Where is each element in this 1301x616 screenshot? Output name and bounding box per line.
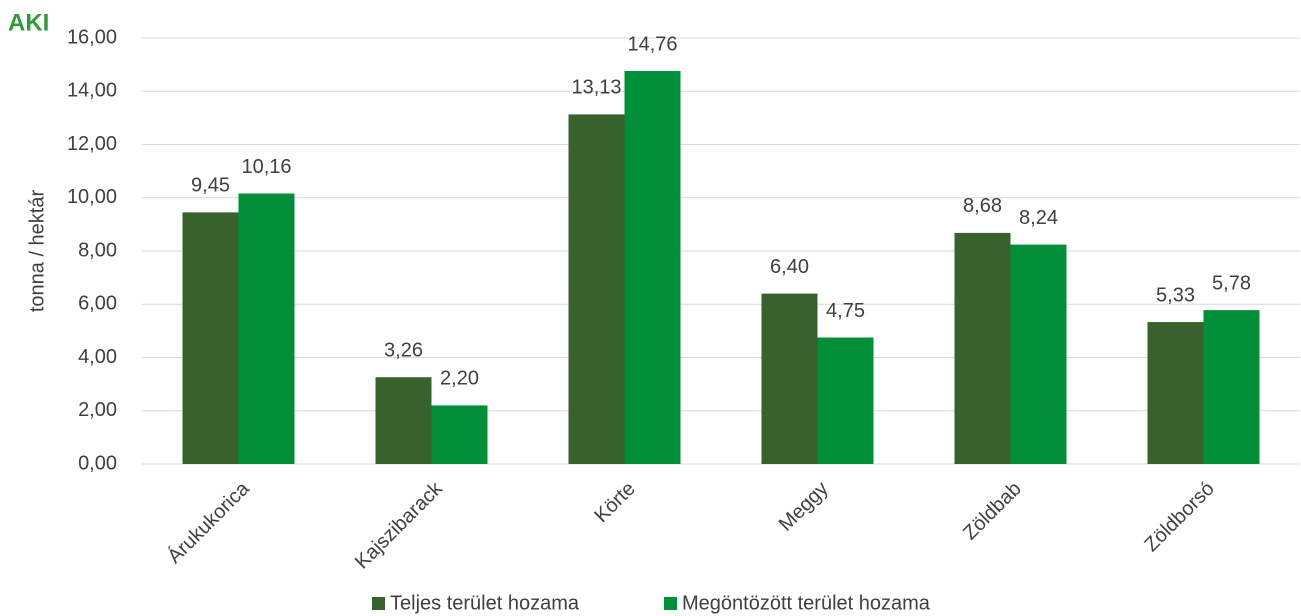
value-label: 6,40: [770, 256, 809, 278]
x-tick-label: Árukukorica: [163, 476, 255, 568]
value-label: 10,16: [241, 156, 291, 178]
y-tick-label: 10,00: [67, 186, 117, 208]
y-tick-label: 16,00: [67, 26, 117, 48]
bar: [1010, 244, 1067, 464]
x-tick-label: Zöldbab: [959, 478, 1026, 545]
bar: [761, 293, 818, 464]
value-label: 8,68: [963, 195, 1002, 217]
y-tick-label: 8,00: [78, 239, 117, 261]
value-label: 13,13: [571, 77, 621, 99]
bar: [954, 232, 1011, 464]
x-tick-label: Meggy: [775, 478, 833, 536]
legend-label: Megöntözött terület hozama: [682, 592, 931, 614]
value-label: 4,75: [826, 300, 865, 322]
value-label: 5,33: [1156, 284, 1195, 306]
value-label: 2,20: [440, 368, 479, 390]
y-tick-label: 14,00: [67, 80, 117, 102]
bar: [624, 71, 681, 464]
bar: [431, 405, 488, 464]
bar: [1203, 310, 1260, 464]
x-tick-label: Körte: [590, 478, 639, 527]
y-tick-label: 12,00: [67, 133, 117, 155]
bar: [1147, 322, 1204, 464]
x-tick-label: Zöldborsó: [1140, 478, 1218, 556]
value-label: 3,26: [384, 339, 423, 361]
bar: [238, 193, 295, 465]
y-tick-label: 4,00: [78, 346, 117, 368]
logo: AKI: [8, 9, 49, 36]
bar: [182, 212, 239, 464]
legend-label: Teljes terület hozama: [390, 592, 580, 614]
y-axis-label: tonna / hektár: [26, 190, 48, 313]
y-tick-label: 0,00: [78, 452, 117, 474]
value-label: 5,78: [1212, 272, 1251, 294]
bar: [817, 337, 874, 464]
value-label: 8,24: [1019, 207, 1058, 229]
legend-swatch: [664, 597, 677, 610]
value-label: 9,45: [191, 175, 230, 197]
bar: [375, 377, 432, 464]
y-tick-label: 6,00: [78, 293, 117, 315]
value-label: 14,76: [627, 33, 677, 55]
bar: [568, 114, 625, 464]
y-tick-label: 2,00: [78, 399, 117, 421]
x-tick-label: Kajszibarack: [351, 477, 447, 573]
legend-swatch: [372, 597, 385, 610]
